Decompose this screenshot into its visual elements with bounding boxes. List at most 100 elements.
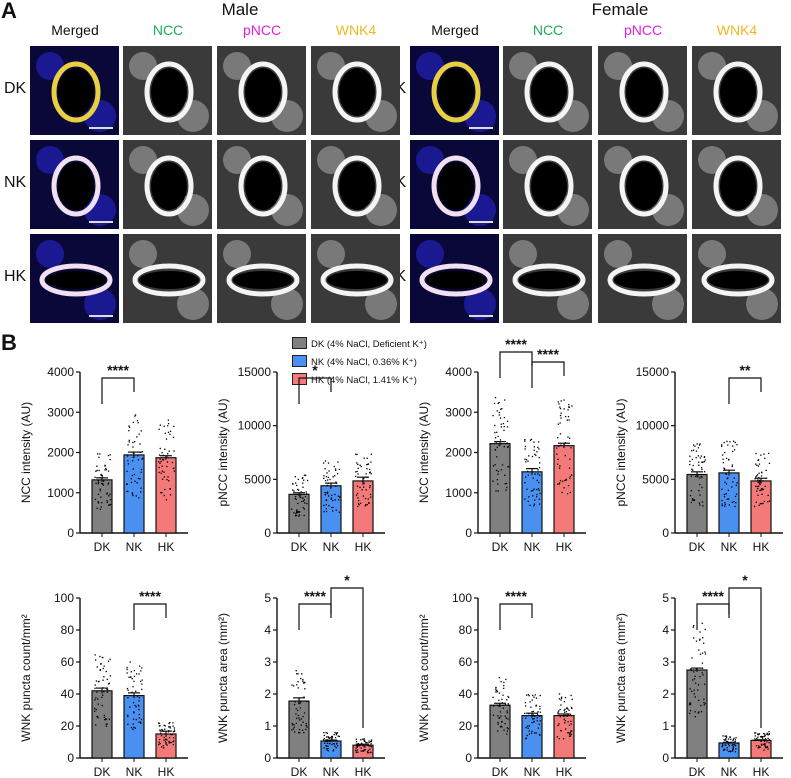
svg-text:HK: HK <box>355 540 372 554</box>
scale-bar <box>469 221 493 223</box>
male-micrograph-dk-merged <box>30 46 119 135</box>
svg-text:DK: DK <box>689 765 706 778</box>
svg-text:5000: 5000 <box>244 472 271 486</box>
svg-text:0: 0 <box>264 526 271 540</box>
female-micrograph-hk-merged <box>410 234 499 323</box>
svg-text:NK: NK <box>524 765 541 778</box>
svg-text:HK: HK <box>158 540 175 554</box>
male-col-header-pncc: pNCC <box>242 22 282 38</box>
svg-text:1000: 1000 <box>445 486 472 500</box>
svg-text:5000: 5000 <box>642 472 669 486</box>
svg-text:1: 1 <box>264 719 271 733</box>
svg-text:0: 0 <box>662 526 669 540</box>
svg-text:4000: 4000 <box>445 365 472 379</box>
female-col-header-wnk4: WNK4 <box>716 22 758 38</box>
svg-text:40: 40 <box>459 687 473 701</box>
male-micrograph-dk-pncc <box>217 46 306 135</box>
female-micrograph-nk-merged <box>410 140 499 229</box>
svg-text:pNCC intensity (AU): pNCC intensity (AU) <box>614 398 628 506</box>
male-micrograph-nk-ncc <box>123 140 212 229</box>
svg-text:DK: DK <box>492 540 509 554</box>
svg-text:10000: 10000 <box>238 419 272 433</box>
svg-text:60: 60 <box>459 655 473 669</box>
chart-female_ncc: 0 1000 2000 3000 4000 NCC intensity (AU) DK NK H… <box>417 336 586 554</box>
svg-text:0: 0 <box>465 526 472 540</box>
male-row-header-nk: NK <box>4 174 27 191</box>
chart-male_ncc: 0 1000 2000 3000 4000 NCC intensity (AU) DK NK H… <box>19 362 188 554</box>
svg-text:5: 5 <box>662 591 669 605</box>
svg-text:0: 0 <box>67 526 74 540</box>
svg-text:80: 80 <box>459 623 473 637</box>
svg-text:HK: HK <box>556 540 573 554</box>
male-row-header-dk: DK <box>4 80 27 97</box>
svg-text:60: 60 <box>61 655 75 669</box>
male-micrograph-dk-ncc <box>123 46 212 135</box>
svg-text:40: 40 <box>61 687 75 701</box>
svg-text:NK: NK <box>721 765 738 778</box>
svg-text:100: 100 <box>54 591 74 605</box>
male-micrograph-hk-pncc <box>217 234 306 323</box>
svg-text:NK: NK <box>721 540 738 554</box>
male-micrograph-nk-wnk4 <box>311 140 400 229</box>
legend-swatch-nk <box>292 355 307 367</box>
chart-female_wnk_count: 0 20 40 60 80 100 WNK puncta count/mm² DK NK HK **… <box>417 588 586 778</box>
svg-text:****: **** <box>702 588 724 604</box>
male-col-header-wnk4: WNK4 <box>335 22 377 38</box>
male-micrograph-hk-ncc <box>123 234 212 323</box>
svg-text:HK: HK <box>753 540 770 554</box>
female-micrograph-nk-ncc <box>503 140 592 229</box>
svg-text:****: **** <box>107 362 129 378</box>
legend-item-dk: DK (4% NaCl, Deficient K⁺) <box>292 337 427 350</box>
svg-text:2: 2 <box>264 687 271 701</box>
female-col-header-merged: Merged <box>431 22 479 38</box>
male-title: Male <box>221 0 259 19</box>
male-row-header-hk: HK <box>4 268 27 285</box>
legend: DK (4% NaCl, Deficient K⁺) NK (4% NaCl, … <box>292 337 427 391</box>
svg-text:DK: DK <box>291 765 308 778</box>
svg-text:WNK puncta area (mm²): WNK puncta area (mm²) <box>614 613 628 743</box>
female-micrograph-dk-ncc <box>503 46 592 135</box>
svg-text:3: 3 <box>264 655 271 669</box>
svg-text:**: ** <box>740 362 751 378</box>
scale-bar <box>89 127 113 129</box>
svg-text:NCC intensity (AU): NCC intensity (AU) <box>19 402 33 503</box>
svg-text:0: 0 <box>465 751 472 765</box>
svg-text:0: 0 <box>264 751 271 765</box>
scale-bar <box>89 221 113 223</box>
male-micrograph-hk-wnk4 <box>311 234 400 323</box>
svg-text:****: **** <box>537 346 559 362</box>
female-col-header-ncc: NCC <box>532 22 564 38</box>
svg-text:DK: DK <box>492 765 509 778</box>
chart-male_wnk_count: 0 20 40 60 80 100 WNK puncta count/mm² DK NK HK **… <box>19 588 188 778</box>
svg-text:20: 20 <box>459 719 473 733</box>
male-micrograph-hk-merged <box>30 234 119 323</box>
female-title: Female <box>591 0 649 19</box>
female-micrograph-dk-pncc <box>598 46 687 135</box>
svg-text:HK: HK <box>753 765 770 778</box>
svg-text:HK: HK <box>556 765 573 778</box>
svg-text:WNK puncta area (mm²): WNK puncta area (mm²) <box>216 613 230 743</box>
svg-text:1: 1 <box>662 719 669 733</box>
svg-text:NK: NK <box>323 540 340 554</box>
svg-text:WNK puncta count/mm²: WNK puncta count/mm² <box>19 614 33 741</box>
female-micrograph-nk-pncc <box>598 140 687 229</box>
svg-text:HK: HK <box>355 765 372 778</box>
svg-text:20: 20 <box>61 719 75 733</box>
svg-text:4: 4 <box>264 623 271 637</box>
female-micrograph-hk-wnk4 <box>692 234 781 323</box>
svg-text:2: 2 <box>662 687 669 701</box>
svg-text:10000: 10000 <box>636 419 670 433</box>
svg-text:*: * <box>344 572 350 588</box>
female-micrograph-hk-ncc <box>503 234 592 323</box>
scale-bar <box>469 127 493 129</box>
legend-item-nk: NK (4% NaCl, 0.36% K⁺) <box>292 355 427 368</box>
svg-text:DK: DK <box>689 540 706 554</box>
svg-text:NK: NK <box>323 765 340 778</box>
svg-text:*: * <box>742 572 748 588</box>
svg-text:DK: DK <box>94 540 111 554</box>
svg-text:WNK puncta count/mm²: WNK puncta count/mm² <box>417 614 431 741</box>
svg-text:3000: 3000 <box>445 405 472 419</box>
